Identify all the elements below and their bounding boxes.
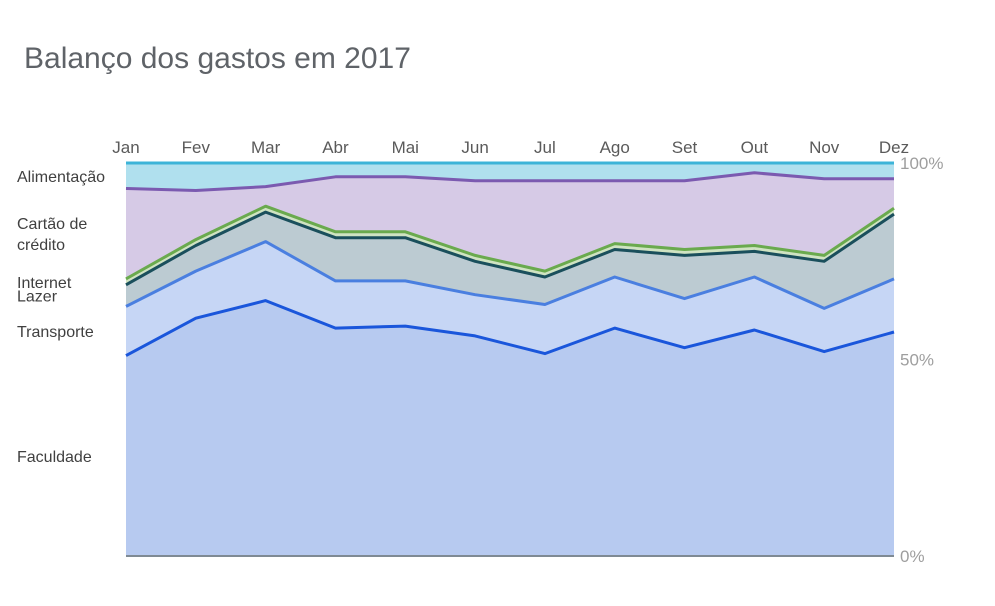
x-axis-labels: Jan Fev Mar Abr Mai Jun Jul Ago Set Out Nov Dez: [112, 138, 909, 157]
legend-item-lazer: Lazer: [17, 289, 58, 306]
legend-item-cartao-de-credito: Cartão de crédito: [17, 216, 87, 254]
month-label: Mar: [251, 138, 281, 157]
legend-item-transporte: Transporte: [17, 324, 94, 341]
month-label: Dez: [879, 138, 909, 157]
month-label: Out: [741, 138, 769, 157]
y-axis-labels: 0% 50% 100%: [900, 154, 943, 566]
month-label: Fev: [182, 138, 211, 157]
month-label: Set: [672, 138, 698, 157]
series-lines: [125, 161, 895, 357]
line-faculdade: [125, 299, 895, 357]
line-internet: [125, 204, 895, 281]
y-tick-label: 100%: [900, 154, 943, 173]
month-label: Abr: [322, 138, 349, 157]
month-label: Jul: [534, 138, 556, 157]
area-layers: [126, 163, 894, 556]
month-label: Jun: [461, 138, 488, 157]
area-lazer: [126, 212, 894, 309]
area-transporte: [126, 241, 894, 356]
y-tick-label: 50%: [900, 351, 934, 370]
month-label: Nov: [809, 138, 840, 157]
area-cartao-de-credito: [126, 172, 894, 279]
y-tick-label: 0%: [900, 547, 925, 566]
legend-item-internet: Internet: [17, 275, 72, 292]
legend-item-faculdade: Faculdade: [17, 449, 92, 466]
line-lazer: [125, 210, 895, 287]
legend-item-alimentacao: Alimentação: [17, 169, 105, 186]
month-label: Ago: [600, 138, 630, 157]
area-faculdade: [126, 300, 894, 556]
month-label: Jan: [112, 138, 139, 157]
chart-title: Balanço dos gastos em 2017: [24, 42, 411, 75]
line-cartao-de-credito: [125, 171, 894, 192]
line-transporte: [125, 240, 895, 310]
area-alimentacao: [126, 163, 894, 191]
month-label: Mai: [392, 138, 419, 157]
